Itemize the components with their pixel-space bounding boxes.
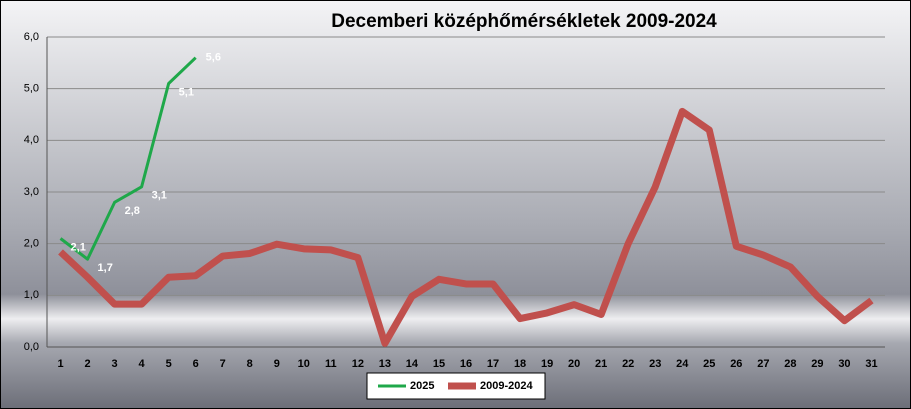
y-tick-label: 3,0 xyxy=(24,186,39,198)
x-tick-label: 4 xyxy=(139,358,146,370)
x-tick-label: 16 xyxy=(460,358,472,370)
x-tick-label: 17 xyxy=(487,358,499,370)
data-label: 2,8 xyxy=(125,205,140,217)
x-tick-label: 19 xyxy=(541,358,553,370)
x-tick-label: 18 xyxy=(514,358,526,370)
x-tick-label: 15 xyxy=(433,358,445,370)
x-tick-label: 7 xyxy=(220,358,226,370)
x-tick-label: 30 xyxy=(838,358,850,370)
x-tick-label: 26 xyxy=(730,358,742,370)
y-tick-label: 1,0 xyxy=(24,289,39,301)
x-tick-label: 2 xyxy=(84,358,90,370)
x-tick-label: 12 xyxy=(352,358,364,370)
x-tick-label: 14 xyxy=(406,358,419,370)
legend-label: 2025 xyxy=(410,380,434,392)
y-tick-label: 2,0 xyxy=(24,238,39,250)
x-tick-label: 9 xyxy=(274,358,280,370)
x-tick-label: 6 xyxy=(193,358,199,370)
x-tick-label: 21 xyxy=(595,358,607,370)
data-label: 2,1 xyxy=(71,241,86,253)
data-label: 1,7 xyxy=(98,262,113,274)
x-tick-label: 13 xyxy=(379,358,391,370)
y-tick-label: 6,0 xyxy=(24,31,39,43)
data-label: 5,1 xyxy=(179,86,194,98)
x-tick-label: 27 xyxy=(757,358,769,370)
x-tick-label: 3 xyxy=(112,358,118,370)
x-tick-label: 1 xyxy=(57,358,63,370)
x-tick-label: 5 xyxy=(166,358,172,370)
x-tick-label: 10 xyxy=(298,358,310,370)
x-tick-label: 28 xyxy=(784,358,796,370)
x-tick-label: 25 xyxy=(703,358,715,370)
legend-label: 2009-2024 xyxy=(480,380,533,392)
series-line xyxy=(58,107,874,347)
data-label: 5,6 xyxy=(206,52,221,64)
x-tick-label: 8 xyxy=(247,358,253,370)
x-tick-label: 31 xyxy=(865,358,877,370)
data-label: 3,1 xyxy=(152,190,167,202)
y-tick-label: 0,0 xyxy=(24,341,39,353)
y-tick-label: 5,0 xyxy=(24,83,39,95)
x-tick-label: 20 xyxy=(568,358,580,370)
x-tick-label: 24 xyxy=(676,358,689,370)
x-tick-label: 29 xyxy=(811,358,823,370)
y-tick-label: 4,0 xyxy=(24,134,39,146)
series-line xyxy=(59,56,197,261)
x-tick-label: 11 xyxy=(325,358,337,370)
x-tick-label: 23 xyxy=(649,358,661,370)
chart-title: Decemberi középhőmérsékletek 2009-2024 xyxy=(331,11,717,32)
x-tick-label: 22 xyxy=(622,358,634,370)
